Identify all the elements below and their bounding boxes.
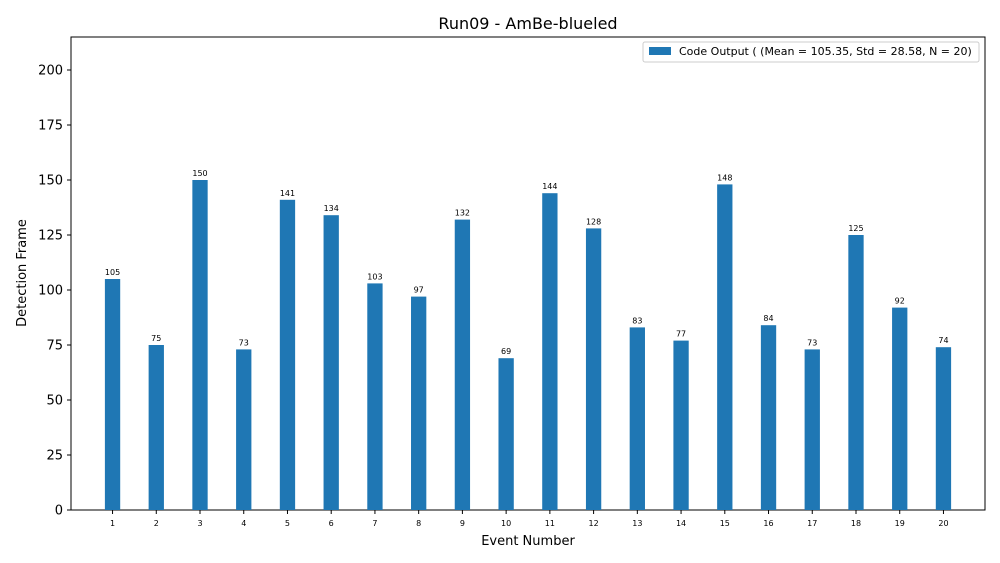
y-axis: 0 25 50 75 100 125 150 175 200 xyxy=(38,64,71,519)
bar-value-label: 134 xyxy=(324,204,339,213)
legend-label: Code Output ( (Mean = 105.35, Std = 28.5… xyxy=(679,45,972,58)
bar-value-label: 75 xyxy=(151,334,161,343)
x-tick-label: 10 xyxy=(501,519,511,528)
legend-frame xyxy=(642,41,980,63)
x-tick-label: 11 xyxy=(545,519,555,528)
bar xyxy=(673,340,689,510)
x-axis: 1 2 3 4 5 6 7 8 9 10 11 12 13 14 15 16 17 18 19 20 xyxy=(110,510,949,528)
x-tick-label: 6 xyxy=(329,519,334,528)
bar-value-label: 132 xyxy=(455,209,470,218)
x-tick-label: 5 xyxy=(285,519,290,528)
x-tick-label: 16 xyxy=(763,519,773,528)
bar xyxy=(760,325,777,510)
bar xyxy=(585,228,602,510)
x-tick-label: 18 xyxy=(851,519,861,528)
bar xyxy=(498,358,514,510)
bar xyxy=(935,347,952,510)
bar xyxy=(848,235,864,510)
x-tick-label: 14 xyxy=(676,519,686,528)
bar-value-label: 69 xyxy=(501,347,511,356)
x-tick-label: 20 xyxy=(938,519,948,528)
bar-value-label: 84 xyxy=(763,314,773,323)
bar xyxy=(717,184,733,510)
plot-frame xyxy=(70,36,986,511)
bar xyxy=(192,180,208,510)
bar-value-label: 97 xyxy=(414,286,424,295)
y-tick-label: 0 xyxy=(55,504,63,519)
bar-value-label: 74 xyxy=(938,336,948,345)
bar-value-label: 83 xyxy=(632,316,642,325)
bar xyxy=(454,219,471,510)
bar-value-label: 77 xyxy=(676,330,686,339)
y-tick-label: 175 xyxy=(38,119,63,134)
legend: Code Output ( (Mean = 105.35, Std = 28.5… xyxy=(642,41,980,63)
y-tick-label: 100 xyxy=(38,284,63,299)
y-tick-label: 200 xyxy=(38,64,63,79)
bar-value-label: 105 xyxy=(105,268,120,277)
x-tick-label: 15 xyxy=(720,519,730,528)
bar xyxy=(542,193,558,510)
bar xyxy=(804,349,820,510)
bar-value-label: 92 xyxy=(895,297,905,306)
x-tick-label: 4 xyxy=(241,519,246,528)
x-tick-label: 9 xyxy=(460,519,465,528)
bar xyxy=(148,345,164,510)
bar-value-label: 73 xyxy=(807,338,817,347)
x-tick-label: 13 xyxy=(632,519,642,528)
bar-value-label: 150 xyxy=(192,169,207,178)
y-tick-label: 50 xyxy=(46,394,63,409)
bar-value-label: 141 xyxy=(280,189,295,198)
bars: 105 75 150 73 141 134 103 97 132 69 144 128 83 77 148 8… xyxy=(104,169,952,511)
y-tick-label: 150 xyxy=(38,174,63,189)
legend-swatch xyxy=(649,47,671,55)
y-axis-label: Detection Frame xyxy=(15,219,30,327)
x-tick-label: 3 xyxy=(197,519,202,528)
bar xyxy=(892,307,908,510)
bar-value-label: 148 xyxy=(717,173,732,182)
bar xyxy=(323,215,339,510)
x-tick-label: 8 xyxy=(416,519,421,528)
x-axis-label: Event Number xyxy=(481,534,575,549)
x-tick-label: 12 xyxy=(589,519,599,528)
bar xyxy=(367,283,383,510)
bar xyxy=(629,327,645,510)
bar-value-label: 73 xyxy=(239,338,249,347)
y-tick-label: 125 xyxy=(38,229,63,244)
x-tick-label: 2 xyxy=(154,519,159,528)
x-tick-label: 17 xyxy=(807,519,817,528)
bar-value-label: 128 xyxy=(586,217,601,226)
x-tick-label: 1 xyxy=(110,519,115,528)
bar-value-label: 144 xyxy=(542,182,557,191)
bar xyxy=(411,296,427,510)
chart-title: Run09 - AmBe-blueled xyxy=(438,14,617,33)
bar xyxy=(104,279,121,510)
y-tick-label: 25 xyxy=(46,449,63,464)
bar xyxy=(279,199,296,511)
y-tick-label: 75 xyxy=(46,339,63,354)
x-tick-label: 19 xyxy=(895,519,905,528)
bar-value-label: 125 xyxy=(848,224,863,233)
bar xyxy=(236,349,252,510)
x-tick-label: 7 xyxy=(372,519,377,528)
bar-value-label: 103 xyxy=(367,272,382,281)
